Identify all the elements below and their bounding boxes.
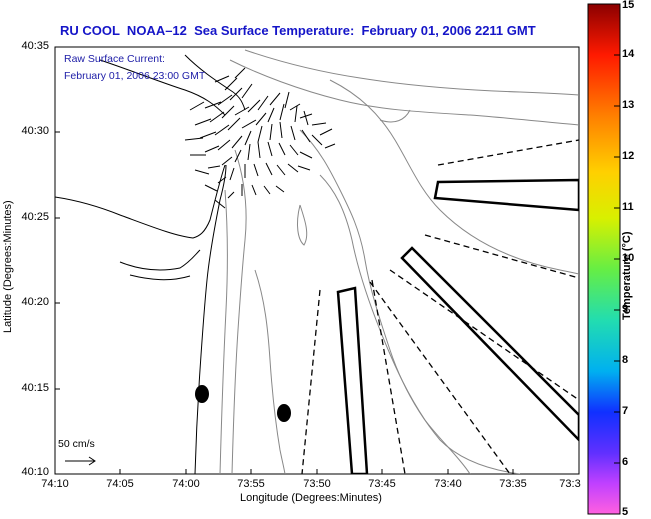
colorbar-tick: 11 xyxy=(622,201,634,213)
plot-frame xyxy=(54,46,580,475)
colorbar-tick: 14 xyxy=(622,48,635,60)
colorbar-tick: 12 xyxy=(622,150,635,162)
map-title: RU COOL NOAA–12 Sea Surface Temperature:… xyxy=(60,23,536,38)
xtick-label: 73:45 xyxy=(368,478,396,490)
axis-ticks xyxy=(54,46,580,475)
x-axis-label: Longitude (Degrees:Minutes) xyxy=(240,492,382,504)
ytick-label: 40:15 xyxy=(21,382,49,394)
xtick-label: 74:10 xyxy=(41,478,69,490)
radar-range-lines xyxy=(301,139,579,474)
xtick-label: 73:35 xyxy=(499,478,527,490)
ytick-label: 40:30 xyxy=(21,125,49,137)
current-time: February 01, 2006 23:00 GMT xyxy=(64,70,206,82)
marker-east xyxy=(277,404,291,422)
xtick-label: 73:40 xyxy=(434,478,462,490)
xtick-label: 73:50 xyxy=(303,478,331,490)
colorbar-ticks xyxy=(614,54,620,464)
current-vectors xyxy=(184,67,336,209)
xtick-label: 73:3 xyxy=(559,478,581,490)
transect-boxes xyxy=(336,178,579,474)
xtick-label: 74:00 xyxy=(172,478,200,490)
colorbar-tick: 5 xyxy=(622,506,629,518)
marker-west xyxy=(195,385,209,403)
colorbar-tick: 10 xyxy=(622,252,635,264)
scale-label: 50 cm/s xyxy=(58,438,95,450)
xtick-label: 74:05 xyxy=(106,478,134,490)
colorbar-tick: 9 xyxy=(622,303,629,315)
bathymetry-contours xyxy=(219,49,579,474)
colorbar-label: Temperature (°C) xyxy=(621,231,633,320)
colorbar-tick: 8 xyxy=(622,354,629,366)
shoreline-upper xyxy=(99,54,246,116)
ytick-label: 40:20 xyxy=(21,296,49,308)
y-axis-label: Latitude (Degrees:Minutes) xyxy=(2,200,14,333)
ytick-label: 40:35 xyxy=(21,40,49,52)
bay-outline xyxy=(119,249,201,281)
scale-arrow xyxy=(65,456,96,466)
colorbar-tick: 6 xyxy=(622,456,629,468)
ytick-label: 40:25 xyxy=(21,211,49,223)
colorbar-tick: 15 xyxy=(622,0,635,11)
colorbar-tick: 13 xyxy=(622,99,635,111)
current-label: Raw Surface Current: xyxy=(64,53,165,65)
coastline xyxy=(55,164,227,474)
colorbar-tick: 7 xyxy=(622,405,629,417)
ytick-label: 40:10 xyxy=(21,466,49,478)
xtick-label: 73:55 xyxy=(237,478,265,490)
